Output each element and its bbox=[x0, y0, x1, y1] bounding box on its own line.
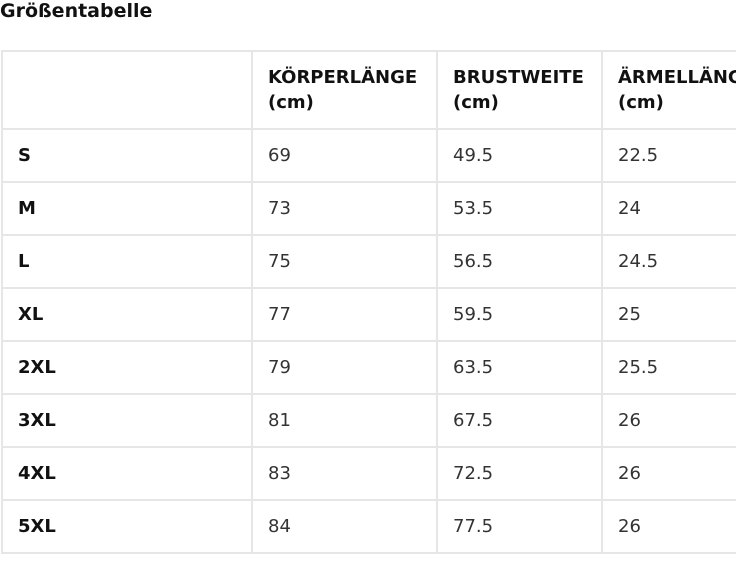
table-header: KÖRPERLÄNGE (cm) BRUSTWEITE (cm) ÄRMELLÄ… bbox=[1, 50, 736, 130]
table-row: L 75 56.5 24.5 bbox=[1, 234, 736, 289]
chest-width-cell: 63.5 bbox=[436, 340, 603, 395]
sleeve-length-cell: 26 bbox=[601, 499, 736, 554]
size-cell: M bbox=[1, 181, 253, 236]
size-cell: 2XL bbox=[1, 340, 253, 395]
body-length-cell: 77 bbox=[251, 287, 438, 342]
sleeve-length-cell: 26 bbox=[601, 446, 736, 501]
table-row: S 69 49.5 22.5 bbox=[1, 128, 736, 183]
header-cell-body-length: KÖRPERLÄNGE (cm) bbox=[251, 50, 438, 130]
chest-width-cell: 49.5 bbox=[436, 128, 603, 183]
chest-width-cell: 59.5 bbox=[436, 287, 603, 342]
sleeve-length-cell: 22.5 bbox=[601, 128, 736, 183]
header-cell-sleeve-length: ÄRMELLÄNGE (cm) bbox=[601, 50, 736, 130]
header-unit: (cm) bbox=[618, 92, 664, 113]
size-cell: 4XL bbox=[1, 446, 253, 501]
table-body: S 69 49.5 22.5 M 73 53.5 24 L 75 56.5 24… bbox=[1, 128, 736, 554]
body-length-cell: 81 bbox=[251, 393, 438, 448]
chest-width-cell: 77.5 bbox=[436, 499, 603, 554]
body-length-cell: 69 bbox=[251, 128, 438, 183]
size-table-container: KÖRPERLÄNGE (cm) BRUSTWEITE (cm) ÄRMELLÄ… bbox=[1, 50, 736, 554]
body-length-cell: 73 bbox=[251, 181, 438, 236]
body-length-cell: 75 bbox=[251, 234, 438, 289]
header-cell-chest-width: BRUSTWEITE (cm) bbox=[436, 50, 603, 130]
table-header-row: KÖRPERLÄNGE (cm) BRUSTWEITE (cm) ÄRMELLÄ… bbox=[1, 50, 736, 130]
sleeve-length-cell: 24 bbox=[601, 181, 736, 236]
sleeve-length-cell: 25 bbox=[601, 287, 736, 342]
chest-width-cell: 72.5 bbox=[436, 446, 603, 501]
size-cell: S bbox=[1, 128, 253, 183]
size-cell: L bbox=[1, 234, 253, 289]
body-length-cell: 79 bbox=[251, 340, 438, 395]
table-row: XL 77 59.5 25 bbox=[1, 287, 736, 342]
chest-width-cell: 67.5 bbox=[436, 393, 603, 448]
header-unit: (cm) bbox=[453, 92, 499, 113]
header-label: BRUSTWEITE bbox=[453, 67, 584, 88]
chest-width-cell: 56.5 bbox=[436, 234, 603, 289]
header-label: ÄRMELLÄNGE bbox=[618, 67, 736, 88]
body-length-cell: 83 bbox=[251, 446, 438, 501]
table-row: 3XL 81 67.5 26 bbox=[1, 393, 736, 448]
table-row: 4XL 83 72.5 26 bbox=[1, 446, 736, 501]
page-title: Größentabelle bbox=[0, 0, 153, 22]
size-table: KÖRPERLÄNGE (cm) BRUSTWEITE (cm) ÄRMELLÄ… bbox=[1, 50, 736, 554]
size-cell: 3XL bbox=[1, 393, 253, 448]
size-cell: 5XL bbox=[1, 499, 253, 554]
sleeve-length-cell: 25.5 bbox=[601, 340, 736, 395]
table-row: M 73 53.5 24 bbox=[1, 181, 736, 236]
header-cell-size bbox=[1, 50, 253, 130]
chest-width-cell: 53.5 bbox=[436, 181, 603, 236]
table-row: 2XL 79 63.5 25.5 bbox=[1, 340, 736, 395]
header-unit: (cm) bbox=[268, 92, 314, 113]
body-length-cell: 84 bbox=[251, 499, 438, 554]
size-cell: XL bbox=[1, 287, 253, 342]
table-row: 5XL 84 77.5 26 bbox=[1, 499, 736, 554]
sleeve-length-cell: 26 bbox=[601, 393, 736, 448]
header-label: KÖRPERLÄNGE bbox=[268, 67, 418, 88]
sleeve-length-cell: 24.5 bbox=[601, 234, 736, 289]
